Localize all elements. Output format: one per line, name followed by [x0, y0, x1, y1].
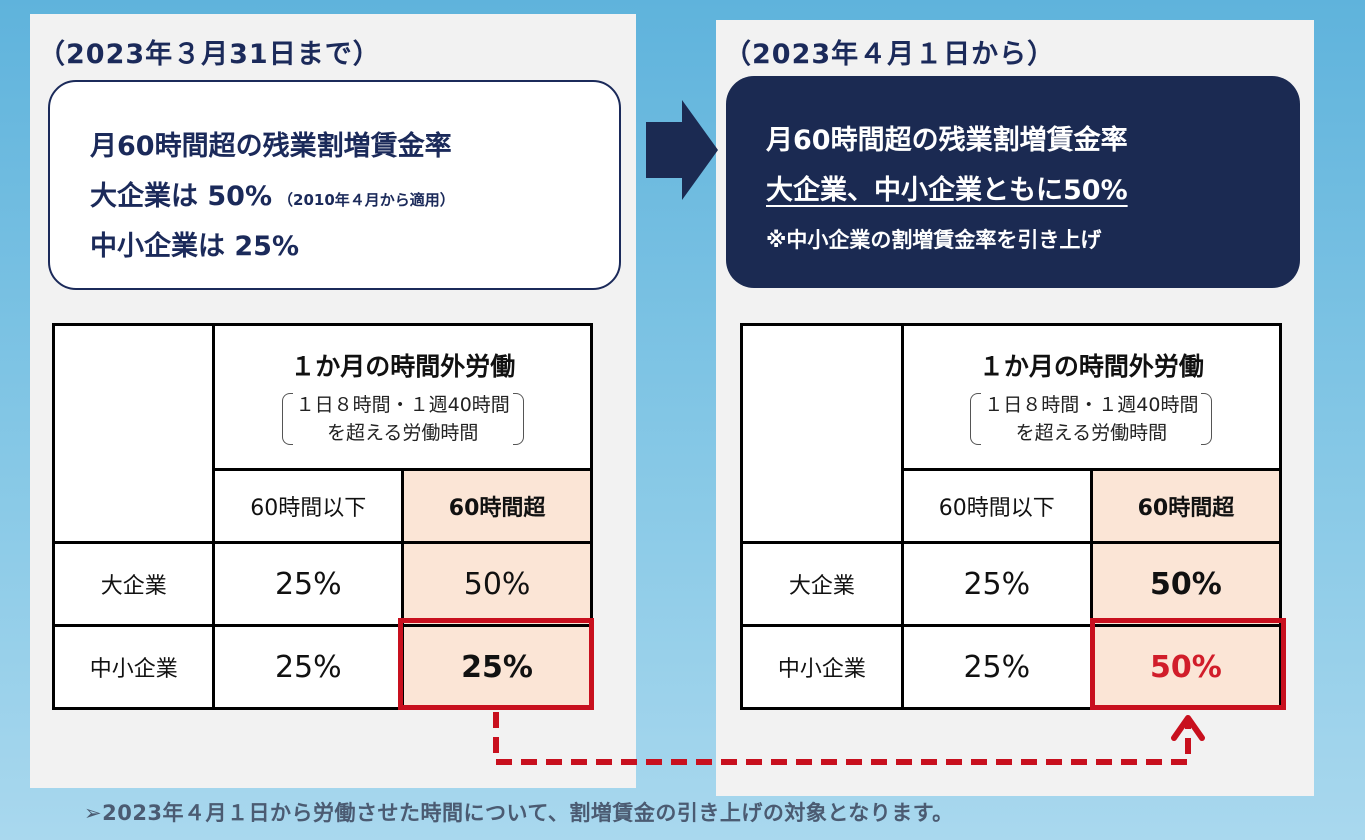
- col-under-60: 60時間以下: [900, 468, 1093, 544]
- before-summary-heading: 月60時間超の残業割増賃金率: [90, 131, 452, 162]
- after-rate-table: １か月の時間外労働 １日８時間・１週40時間 を超える労働時間 60時間以下 60…: [740, 323, 1283, 710]
- col-over-60: 60時間超: [401, 468, 593, 544]
- before-period-title: （2023年３月31日まで）: [38, 39, 381, 70]
- before-large-rate: 大企業は 50%: [90, 181, 273, 212]
- before-rate-table: １か月の時間外労働 １日８時間・１週40時間 を超える労働時間 60時間以下 60…: [51, 323, 593, 710]
- col-over-60: 60時間超: [1089, 468, 1283, 544]
- after-highlight-frame: [1090, 618, 1286, 710]
- cell-large-over: 50%: [1089, 541, 1283, 627]
- before-large-note: （2010年４月から適用）: [278, 191, 455, 209]
- table-header-note: １日８時間・１週40時間 を超える労働時間: [970, 391, 1213, 447]
- table-header-cell: １か月の時間外労働 １日８時間・１週40時間 を超える労働時間: [900, 323, 1283, 471]
- table-row: 中小企業 25% 50%: [740, 624, 1283, 710]
- row-label-large: 大企業: [740, 541, 904, 627]
- header-note-line2: を超える労働時間: [326, 422, 479, 444]
- cell-small-over: 50%: [1089, 624, 1283, 710]
- arrow-up-icon: [1171, 715, 1205, 741]
- footer-note: ➢2023年４月１日から労働させた時間について、割増賃金の引き上げの対象となりま…: [84, 801, 954, 825]
- cell-large-over: 50%: [401, 541, 593, 627]
- table-corner-cell: [740, 323, 904, 544]
- table-header-cell: １か月の時間外労働 １日８時間・１週40時間 を超える労働時間: [212, 323, 593, 471]
- col-under-60: 60時間以下: [212, 468, 405, 544]
- table-corner-cell: [51, 323, 216, 544]
- row-label-large: 大企業: [51, 541, 216, 627]
- after-summary-box: 月60時間超の残業割増賃金率 大企業、中小企業ともに50% ※中小企業の割増賃金…: [726, 76, 1300, 288]
- after-summary-heading: 月60時間超の残業割増賃金率: [766, 125, 1128, 156]
- table-header-note: １日８時間・１週40時間 を超える労働時間: [281, 391, 524, 447]
- arrow-right-icon: [646, 100, 718, 200]
- after-summary-rate: 大企業、中小企業ともに50%: [766, 175, 1128, 206]
- cell-small-under: 25%: [212, 624, 405, 710]
- header-note-line2: を超える労働時間: [1015, 422, 1168, 444]
- table-row: 大企業 25% 50%: [740, 541, 1283, 627]
- before-summary-large: 大企業は 50% （2010年４月から適用）: [90, 174, 455, 213]
- header-note-line1: １日８時間・１週40時間: [984, 394, 1199, 416]
- header-note-line1: １日８時間・１週40時間: [295, 394, 510, 416]
- before-summary-small: 中小企業は 25%: [90, 231, 300, 262]
- cell-small-under: 25%: [900, 624, 1093, 710]
- cell-large-under: 25%: [900, 541, 1093, 627]
- cell-large-under: 25%: [212, 541, 405, 627]
- table-row: 大企業 25% 50%: [51, 541, 593, 627]
- table-row: 中小企業 25% 25%: [51, 624, 593, 710]
- row-label-small: 中小企業: [740, 624, 904, 710]
- after-period-title: （2023年４月１日から）: [724, 39, 1056, 70]
- after-summary-note: ※中小企業の割増賃金率を引き上げ: [766, 228, 1102, 252]
- row-label-small: 中小企業: [51, 624, 216, 710]
- before-summary-box: 月60時間超の残業割増賃金率 大企業は 50% （2010年４月から適用） 中小企…: [48, 80, 621, 290]
- before-highlight-frame: [398, 618, 594, 710]
- table-header-title: １か月の時間外労働: [290, 352, 516, 381]
- table-header-title: １か月の時間外労働: [978, 352, 1204, 381]
- cell-small-over: 25%: [401, 624, 593, 710]
